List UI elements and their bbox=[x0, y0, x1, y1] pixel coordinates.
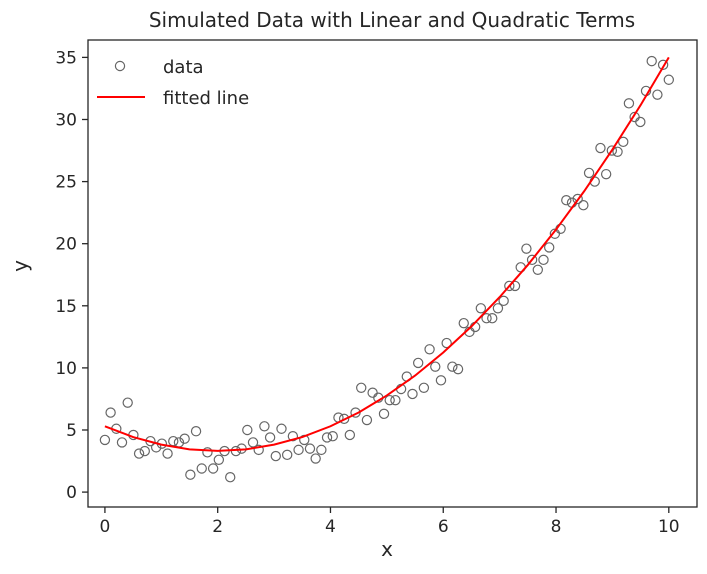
data-point bbox=[595, 142, 606, 154]
data-point bbox=[321, 432, 333, 443]
y-tick-label: 10 bbox=[55, 359, 77, 379]
data-point bbox=[652, 89, 663, 100]
data-point bbox=[281, 449, 293, 461]
data-point bbox=[583, 167, 595, 179]
data-point bbox=[304, 443, 316, 454]
data-point bbox=[356, 382, 367, 393]
data-point bbox=[606, 145, 618, 156]
data-point bbox=[139, 445, 150, 457]
data-point bbox=[105, 407, 116, 418]
data-point bbox=[418, 382, 430, 393]
data-point bbox=[327, 431, 338, 442]
y-tick-label: 0 bbox=[66, 483, 77, 503]
data-point bbox=[316, 444, 327, 456]
data-point bbox=[481, 313, 492, 324]
data-point bbox=[612, 146, 623, 157]
data-point bbox=[407, 388, 418, 400]
data-point bbox=[663, 74, 675, 85]
data-point bbox=[264, 432, 276, 443]
data-point bbox=[242, 424, 253, 436]
data-point bbox=[441, 337, 452, 349]
data-point bbox=[338, 413, 350, 425]
data-point bbox=[618, 136, 629, 148]
data-point bbox=[162, 448, 173, 459]
data-point bbox=[287, 431, 299, 442]
y-axis-label: y bbox=[8, 260, 32, 272]
data-point bbox=[492, 303, 504, 314]
y-tick-label: 5 bbox=[66, 421, 77, 441]
data-point bbox=[578, 199, 589, 211]
data-point bbox=[253, 444, 264, 456]
data-point bbox=[424, 344, 435, 355]
data-point bbox=[600, 168, 612, 180]
data-point bbox=[561, 195, 572, 206]
fitted-line bbox=[104, 56, 670, 452]
data-point bbox=[310, 453, 321, 464]
data-point bbox=[116, 437, 128, 448]
y-tick-label: 30 bbox=[55, 110, 77, 130]
x-tick-label: 2 bbox=[212, 517, 223, 537]
x-tick-label: 0 bbox=[100, 517, 111, 537]
data-point bbox=[452, 363, 464, 375]
y-tick-label: 20 bbox=[55, 235, 77, 255]
legend-fitted-line-label: fitted line bbox=[163, 88, 249, 109]
data-point bbox=[179, 433, 190, 444]
data-point bbox=[225, 471, 236, 483]
y-tick-label: 35 bbox=[55, 48, 77, 68]
legend: data fitted line bbox=[97, 57, 249, 109]
data-point bbox=[122, 397, 133, 408]
y-tick-label: 15 bbox=[55, 297, 77, 317]
data-point bbox=[572, 193, 583, 205]
data-point bbox=[207, 463, 219, 474]
data-point bbox=[430, 361, 441, 372]
data-point bbox=[475, 303, 487, 314]
data-point bbox=[230, 445, 242, 457]
data-point bbox=[361, 414, 373, 426]
data-point bbox=[635, 116, 646, 128]
data-point bbox=[498, 295, 509, 307]
data-point bbox=[543, 242, 555, 253]
data-point bbox=[247, 437, 259, 448]
data-point bbox=[458, 317, 469, 329]
data-point bbox=[202, 447, 213, 458]
data-point bbox=[344, 429, 356, 441]
data-point bbox=[213, 454, 225, 466]
plot-frame bbox=[87, 39, 698, 508]
data-point bbox=[504, 280, 515, 292]
x-tick-label: 8 bbox=[551, 517, 562, 537]
data-point bbox=[623, 98, 635, 109]
chart-title: Simulated Data with Linear and Quadratic… bbox=[149, 8, 635, 32]
data-point bbox=[447, 361, 458, 372]
data-point bbox=[532, 264, 544, 275]
data-point bbox=[367, 387, 378, 398]
data-point bbox=[99, 434, 111, 446]
x-tick-label: 6 bbox=[438, 517, 449, 537]
legend-data-marker bbox=[114, 60, 126, 72]
legend-data-label: data bbox=[163, 57, 204, 78]
data-point bbox=[190, 426, 202, 437]
data-point bbox=[646, 55, 657, 67]
data-point bbox=[487, 313, 498, 324]
data-point bbox=[270, 450, 281, 462]
data-point bbox=[276, 423, 287, 434]
data-point bbox=[435, 375, 447, 386]
data-point bbox=[293, 444, 304, 456]
x-tick-label: 10 bbox=[658, 517, 680, 537]
data-point bbox=[390, 394, 401, 406]
data-point bbox=[384, 394, 395, 406]
data-point bbox=[196, 463, 207, 474]
y-tick-label: 25 bbox=[55, 173, 77, 193]
data-point bbox=[538, 254, 549, 266]
x-axis-label: x bbox=[381, 537, 393, 561]
data-point bbox=[412, 357, 424, 369]
data-point bbox=[521, 243, 532, 254]
data-point bbox=[133, 448, 145, 459]
data-point bbox=[259, 421, 270, 432]
data-point bbox=[185, 469, 196, 480]
data-point bbox=[657, 59, 669, 71]
x-tick-label: 4 bbox=[325, 517, 336, 537]
data-point bbox=[526, 254, 538, 266]
data-point bbox=[378, 408, 390, 420]
